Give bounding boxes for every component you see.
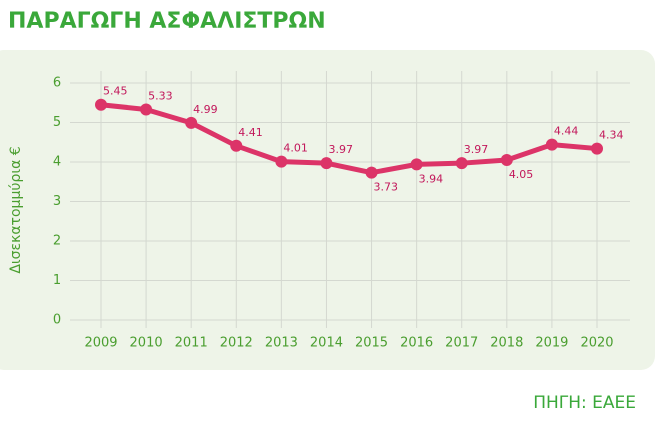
point (410, 158, 423, 171)
panel (0, 50, 655, 370)
value-label: 4.34 (599, 129, 624, 142)
point (185, 116, 198, 129)
y-tick-label: 6 (53, 76, 61, 91)
point (365, 166, 378, 179)
line (100, 102, 598, 176)
value-label: 3.97 (464, 143, 489, 156)
y-tick-label: 0 (53, 313, 61, 328)
x-tick-label: 2015 (355, 336, 388, 351)
x-tick-label: 2016 (400, 336, 433, 351)
y-tick-label: 3 (53, 194, 61, 209)
y-tick-label: 2 (53, 234, 61, 249)
x-tick-label: 2012 (220, 336, 253, 351)
value-label: 3.97 (328, 143, 353, 156)
point (545, 138, 558, 151)
x-tick-label: 2017 (445, 336, 478, 351)
x-tick-label: 2011 (175, 336, 208, 351)
point (275, 155, 288, 168)
x-tick-label: 2018 (490, 336, 523, 351)
point (230, 139, 243, 152)
x-tick-label: 2010 (130, 336, 163, 351)
x-tick-label: 2013 (265, 336, 298, 351)
value-label: 4.99 (193, 103, 218, 116)
y-tick-label: 4 (53, 155, 61, 170)
x-tick-label: 2014 (310, 336, 343, 351)
value-label: 3.73 (374, 181, 399, 194)
source: ΠΗΓΗ: ΕΑΕΕ (533, 393, 636, 413)
value-label: 4.41 (238, 126, 262, 139)
x-tick-label: 2019 (535, 336, 568, 351)
value-label: 4.01 (283, 142, 308, 155)
point (140, 103, 153, 116)
point (95, 98, 107, 111)
y-axis-label: Δισεκατομμύρια € (8, 146, 24, 273)
x-tick-label: 2009 (84, 336, 117, 351)
value-label: 5.45 (103, 85, 128, 98)
x-tick-label: 2020 (580, 336, 613, 351)
y-tick-label: 1 (53, 273, 61, 288)
value-label: 4.44 (554, 125, 579, 138)
y-tick-label: 5 (53, 115, 61, 130)
value-label: 4.05 (509, 168, 534, 181)
value-label: 3.94 (419, 172, 444, 185)
chart-title: ΠΑΡΑΓΩΓΗ ΑΣΦΑΛΙΣΤΡΩΝ (8, 9, 326, 34)
point (320, 157, 333, 170)
point (500, 154, 513, 167)
point (455, 157, 468, 170)
point (591, 142, 603, 155)
value-label: 5.33 (148, 89, 173, 102)
